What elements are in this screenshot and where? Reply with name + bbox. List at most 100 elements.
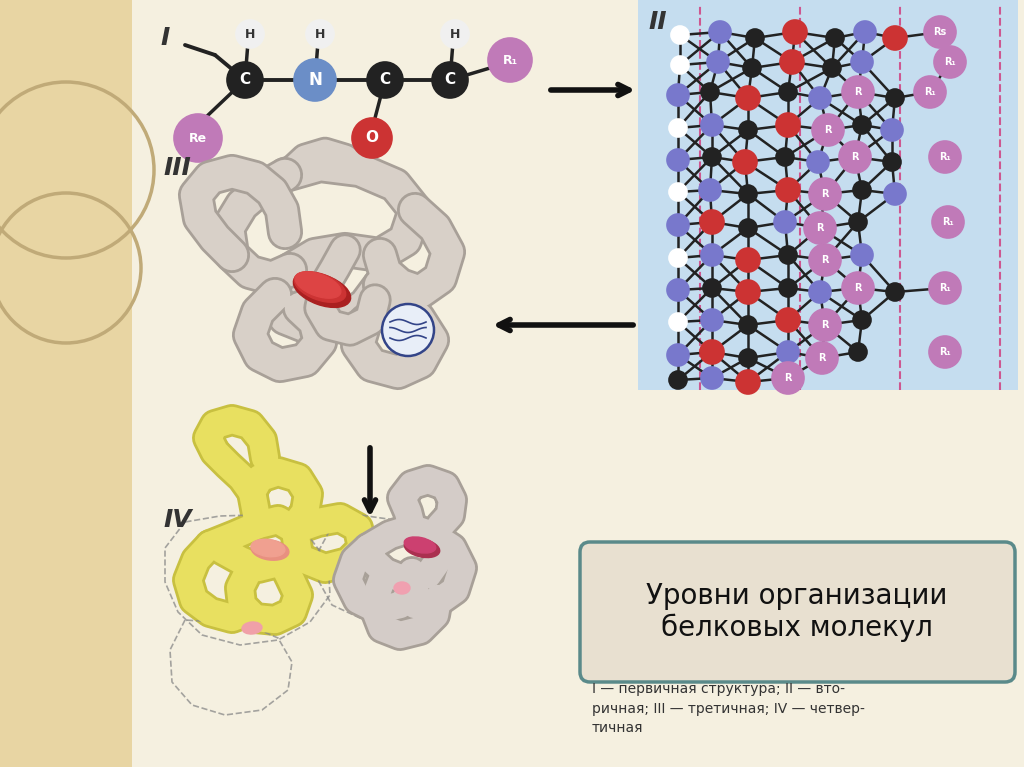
Ellipse shape bbox=[251, 540, 289, 560]
Circle shape bbox=[701, 244, 723, 266]
Circle shape bbox=[779, 279, 797, 297]
Circle shape bbox=[783, 20, 807, 44]
Circle shape bbox=[174, 114, 222, 162]
Text: H: H bbox=[245, 28, 255, 41]
Circle shape bbox=[667, 84, 689, 106]
Circle shape bbox=[739, 219, 757, 237]
Circle shape bbox=[806, 342, 838, 374]
Text: R₁: R₁ bbox=[942, 217, 954, 227]
Circle shape bbox=[779, 83, 797, 101]
Circle shape bbox=[929, 141, 961, 173]
Text: R: R bbox=[818, 353, 825, 363]
Circle shape bbox=[776, 308, 800, 332]
Circle shape bbox=[842, 76, 874, 108]
Circle shape bbox=[776, 148, 794, 166]
Ellipse shape bbox=[404, 538, 439, 558]
Text: R₁: R₁ bbox=[939, 347, 951, 357]
Text: IV: IV bbox=[163, 508, 191, 532]
Circle shape bbox=[849, 213, 867, 231]
Circle shape bbox=[669, 119, 687, 137]
Circle shape bbox=[667, 214, 689, 236]
Circle shape bbox=[776, 178, 800, 202]
Text: H: H bbox=[450, 28, 460, 41]
Circle shape bbox=[294, 59, 336, 101]
Circle shape bbox=[881, 119, 903, 141]
Circle shape bbox=[669, 371, 687, 389]
FancyBboxPatch shape bbox=[132, 0, 1024, 767]
FancyBboxPatch shape bbox=[638, 0, 1018, 390]
Circle shape bbox=[883, 153, 901, 171]
Ellipse shape bbox=[394, 582, 410, 594]
Circle shape bbox=[809, 309, 841, 341]
Circle shape bbox=[776, 113, 800, 137]
Circle shape bbox=[809, 244, 841, 276]
Text: R: R bbox=[784, 373, 792, 383]
Circle shape bbox=[733, 150, 757, 174]
Text: R: R bbox=[821, 320, 828, 330]
Circle shape bbox=[853, 116, 871, 134]
Circle shape bbox=[227, 62, 263, 98]
Ellipse shape bbox=[293, 272, 350, 308]
Circle shape bbox=[823, 59, 841, 77]
Text: O: O bbox=[366, 130, 379, 146]
Circle shape bbox=[780, 50, 804, 74]
Text: Rs: Rs bbox=[933, 27, 946, 37]
Circle shape bbox=[736, 86, 760, 110]
Circle shape bbox=[884, 183, 906, 205]
Circle shape bbox=[701, 83, 719, 101]
Circle shape bbox=[707, 51, 729, 73]
Circle shape bbox=[924, 16, 956, 48]
Circle shape bbox=[382, 304, 434, 356]
Circle shape bbox=[772, 362, 804, 394]
Circle shape bbox=[853, 311, 871, 329]
Text: Re: Re bbox=[189, 131, 207, 144]
Circle shape bbox=[929, 272, 961, 304]
Circle shape bbox=[826, 29, 844, 47]
FancyBboxPatch shape bbox=[580, 542, 1015, 682]
Circle shape bbox=[934, 46, 966, 78]
Circle shape bbox=[779, 246, 797, 264]
Circle shape bbox=[839, 141, 871, 173]
Text: R₁: R₁ bbox=[503, 54, 517, 67]
Circle shape bbox=[669, 313, 687, 331]
Circle shape bbox=[669, 183, 687, 201]
Circle shape bbox=[703, 279, 721, 297]
Circle shape bbox=[809, 178, 841, 210]
Text: R₁: R₁ bbox=[924, 87, 936, 97]
Circle shape bbox=[671, 26, 689, 44]
Text: H: H bbox=[314, 28, 326, 41]
Text: I: I bbox=[160, 26, 169, 50]
Circle shape bbox=[739, 316, 757, 334]
Text: Уровни организации
белковых молекул: Уровни организации белковых молекул bbox=[646, 581, 947, 643]
Circle shape bbox=[853, 181, 871, 199]
Circle shape bbox=[703, 148, 721, 166]
Circle shape bbox=[851, 244, 873, 266]
Circle shape bbox=[488, 38, 532, 82]
Text: I — первичная структура; II — вто-
ричная; III — третичная; IV — четвер-
тичная: I — первичная структура; II — вто- рична… bbox=[592, 682, 865, 735]
Circle shape bbox=[774, 211, 796, 233]
Text: R: R bbox=[824, 125, 831, 135]
Circle shape bbox=[746, 29, 764, 47]
Circle shape bbox=[709, 21, 731, 43]
Ellipse shape bbox=[404, 537, 436, 553]
Text: N: N bbox=[308, 71, 322, 89]
Circle shape bbox=[700, 340, 724, 364]
Circle shape bbox=[736, 280, 760, 304]
Text: R: R bbox=[854, 283, 862, 293]
Circle shape bbox=[886, 89, 904, 107]
Circle shape bbox=[671, 56, 689, 74]
Circle shape bbox=[667, 149, 689, 171]
Text: R: R bbox=[854, 87, 862, 97]
Circle shape bbox=[699, 179, 721, 201]
Circle shape bbox=[807, 151, 829, 173]
Circle shape bbox=[849, 343, 867, 361]
FancyBboxPatch shape bbox=[0, 0, 132, 767]
Circle shape bbox=[812, 114, 844, 146]
Text: R: R bbox=[816, 223, 823, 233]
Circle shape bbox=[929, 336, 961, 368]
Circle shape bbox=[367, 62, 403, 98]
Ellipse shape bbox=[295, 272, 341, 298]
Circle shape bbox=[441, 20, 469, 48]
Circle shape bbox=[854, 21, 876, 43]
Ellipse shape bbox=[242, 622, 262, 634]
